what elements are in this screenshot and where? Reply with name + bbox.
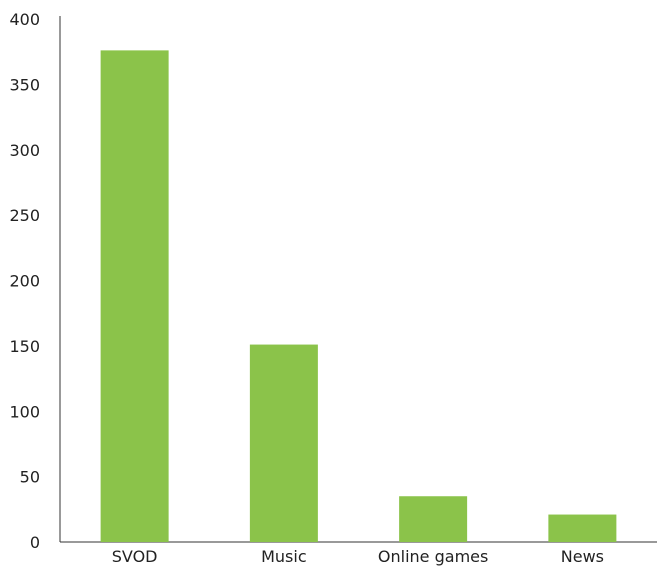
y-tick-label: 0 xyxy=(30,533,40,552)
y-tick-label: 50 xyxy=(20,468,40,487)
y-tick-label: 400 xyxy=(9,10,40,29)
bar-svod xyxy=(100,50,169,542)
y-tick-label: 200 xyxy=(9,272,40,291)
x-tick-label: Online games xyxy=(378,547,488,566)
y-tick-label: 350 xyxy=(9,75,40,94)
y-axis-ticks: 0 50 100 150 200 250 300 350 400 xyxy=(9,10,40,552)
y-tick-label: 300 xyxy=(9,141,40,160)
bars-group xyxy=(100,50,617,542)
y-tick-label: 250 xyxy=(9,206,40,225)
y-tick-label: 100 xyxy=(9,402,40,421)
y-tick-label: 150 xyxy=(9,337,40,356)
bar-news xyxy=(548,514,617,542)
x-axis-ticks: SVOD Music Online games News xyxy=(112,547,604,566)
bar-music xyxy=(249,344,318,542)
x-tick-label: News xyxy=(561,547,604,566)
x-tick-label: Music xyxy=(261,547,307,566)
x-tick-label: SVOD xyxy=(112,547,158,566)
bar-online-games xyxy=(399,496,468,542)
